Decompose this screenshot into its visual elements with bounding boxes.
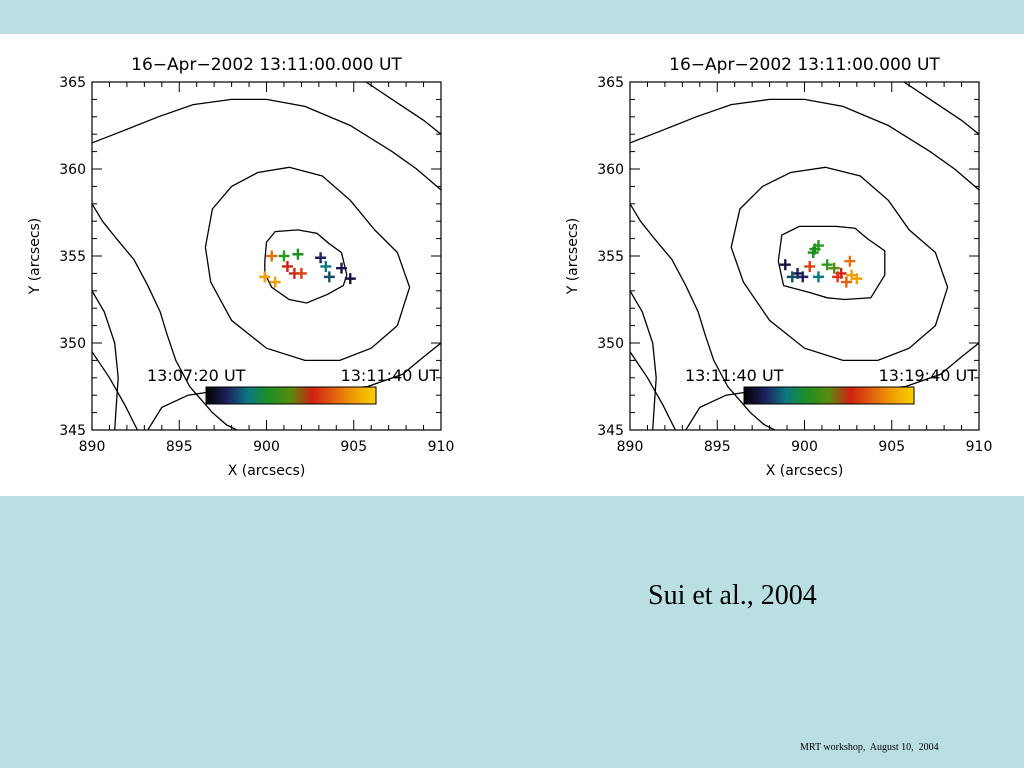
axis-ticks xyxy=(91,81,442,431)
data-point-plus xyxy=(269,276,281,288)
data-point-plus xyxy=(344,273,356,285)
x-tick-label: 890 xyxy=(617,439,644,455)
citation-text: Sui et al., 2004 xyxy=(648,580,817,611)
x-tick-label: 910 xyxy=(966,439,993,455)
data-point-plus xyxy=(320,260,332,272)
colorbar-end-label: 13:11:40 UT xyxy=(341,366,440,385)
data-point-plus xyxy=(807,247,819,259)
data-point-plus xyxy=(812,271,824,283)
y-tick-label: 355 xyxy=(597,249,624,265)
contour-line xyxy=(92,351,138,430)
data-points xyxy=(259,248,356,288)
y-tick-label: 355 xyxy=(59,249,86,265)
data-point-plus xyxy=(844,255,856,267)
colorbar xyxy=(743,386,915,405)
contour-line xyxy=(365,82,441,135)
contour-line xyxy=(204,166,411,362)
x-axis-label: X (arcsecs) xyxy=(228,463,306,479)
colorbar xyxy=(205,386,377,405)
data-point-plus xyxy=(323,271,335,283)
contour-line xyxy=(730,166,949,362)
y-tick-label: 360 xyxy=(59,162,86,178)
x-tick-label: 895 xyxy=(166,439,193,455)
x-tick-label: 900 xyxy=(253,439,280,455)
contour-line xyxy=(264,229,348,304)
charts-svg: 890 895 900 905 910 345 350 355 360 365 16−Apr−200… xyxy=(27,55,992,479)
x-tick-label: 890 xyxy=(79,439,106,455)
contour-line xyxy=(903,82,979,135)
data-point-plus xyxy=(779,259,791,271)
contour-line xyxy=(630,351,676,430)
chart-2: 890 895 900 905 910 345 350 355 360 365 16−Apr−200… xyxy=(565,55,992,479)
data-point-plus xyxy=(828,262,840,274)
x-tick-label: 905 xyxy=(878,439,905,455)
axis-ticks xyxy=(629,81,980,431)
data-point-plus xyxy=(259,271,271,283)
contour-line xyxy=(92,290,119,430)
data-point-plus xyxy=(851,273,863,285)
data-point-plus xyxy=(786,271,798,283)
y-tick-label: 365 xyxy=(597,75,624,91)
x-axis-label: X (arcsecs) xyxy=(766,463,844,479)
colorbar-end-label: 13:19:40 UT xyxy=(879,366,978,385)
x-tick-label: 895 xyxy=(704,439,731,455)
contour-line xyxy=(630,290,657,430)
data-point-plus xyxy=(821,259,833,271)
colorbar-start-label: 13:07:20 UT xyxy=(147,366,246,385)
y-tick-label: 345 xyxy=(597,423,624,439)
contours xyxy=(630,82,979,430)
y-tick-label: 350 xyxy=(59,336,86,352)
y-tick-label: 345 xyxy=(59,423,86,439)
y-tick-label: 360 xyxy=(597,162,624,178)
data-point-plus xyxy=(804,260,816,272)
contour-line xyxy=(92,203,238,430)
data-point-plus xyxy=(292,248,304,260)
contour-line xyxy=(92,98,441,191)
data-point-plus xyxy=(278,250,290,262)
x-tick-label: 905 xyxy=(340,439,367,455)
contours xyxy=(92,82,441,430)
x-tick-label: 900 xyxy=(791,439,818,455)
y-tick-label: 365 xyxy=(59,75,86,91)
data-point-plus xyxy=(336,262,348,274)
data-point-plus xyxy=(840,276,852,288)
colorbar-start-label: 13:11:40 UT xyxy=(685,366,784,385)
data-point-plus xyxy=(315,252,327,264)
data-point-plus xyxy=(812,240,824,252)
figure-panel: 890 895 900 905 910 345 350 355 360 365 16−Apr−200… xyxy=(0,34,1024,496)
data-point-plus xyxy=(266,250,278,262)
y-tick-label: 350 xyxy=(597,336,624,352)
data-point-plus xyxy=(832,271,844,283)
chart-title: 16−Apr−2002 13:11:00.000 UT xyxy=(669,55,940,75)
data-point-plus xyxy=(281,260,293,272)
contour-line xyxy=(630,98,979,191)
contour-line xyxy=(777,225,886,301)
data-point-plus xyxy=(295,267,307,279)
x-tick-label: 910 xyxy=(428,439,455,455)
footer-text: MRT workshop, August 10, 2004 xyxy=(800,742,939,753)
contour-line xyxy=(630,203,776,430)
chart-1: 890 895 900 905 910 345 350 355 360 365 16−Apr−200… xyxy=(27,55,454,479)
data-point-plus xyxy=(797,271,809,283)
y-axis-label: Y (arcsecs) xyxy=(27,218,43,296)
data-points xyxy=(779,240,863,288)
y-axis-label: Y (arcsecs) xyxy=(565,218,581,296)
chart-title: 16−Apr−2002 13:11:00.000 UT xyxy=(131,55,402,75)
